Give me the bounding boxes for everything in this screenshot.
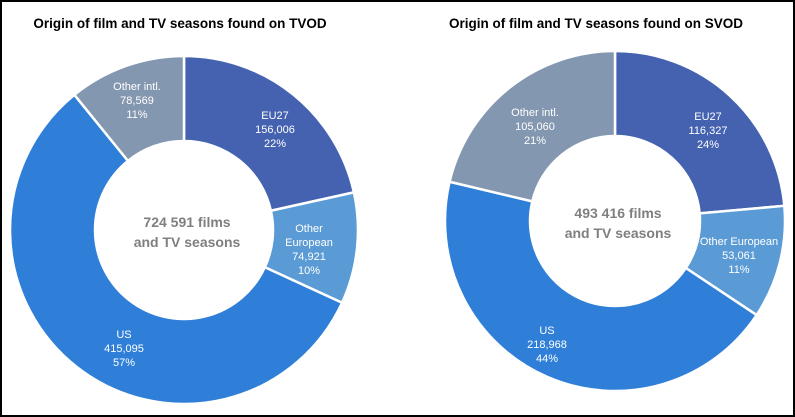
chart-title: Origin of film and TV seasons found on T… bbox=[33, 16, 327, 31]
slice-label-us: US 415,095 57% bbox=[104, 329, 144, 369]
slice-us bbox=[443, 180, 758, 393]
slice-label-other-intl: Other intl. 105,060 21% bbox=[511, 107, 559, 147]
slice-label-us: US 218,968 44% bbox=[527, 325, 567, 365]
center-total-label: 493 416 films and TV seasons bbox=[565, 205, 672, 241]
slice-label-eu27: EU27 156,006 22% bbox=[255, 110, 295, 150]
slice-eu27 bbox=[613, 49, 786, 215]
slice-label-eu27: EU27 116,327 24% bbox=[689, 111, 728, 151]
slice-label-other-european: Other European 53,061 11% bbox=[700, 236, 778, 276]
slice-other-intl bbox=[448, 49, 617, 203]
chart-title: Origin of film and TV seasons found on S… bbox=[449, 16, 743, 31]
center-total-label: 724 591 films and TV seasons bbox=[134, 214, 241, 250]
slice-label-other-intl: Other intl. 78,569 11% bbox=[113, 81, 161, 121]
slice-us bbox=[8, 93, 344, 406]
slice-eu27 bbox=[182, 54, 356, 212]
donut-chart-1: Origin of film and TV seasons found on T… bbox=[8, 16, 360, 406]
slice-other-intl bbox=[73, 54, 186, 163]
donut-chart-2: Origin of film and TV seasons found on S… bbox=[443, 16, 787, 393]
slice-label-other-european: Other European 74,921 10% bbox=[285, 223, 333, 277]
